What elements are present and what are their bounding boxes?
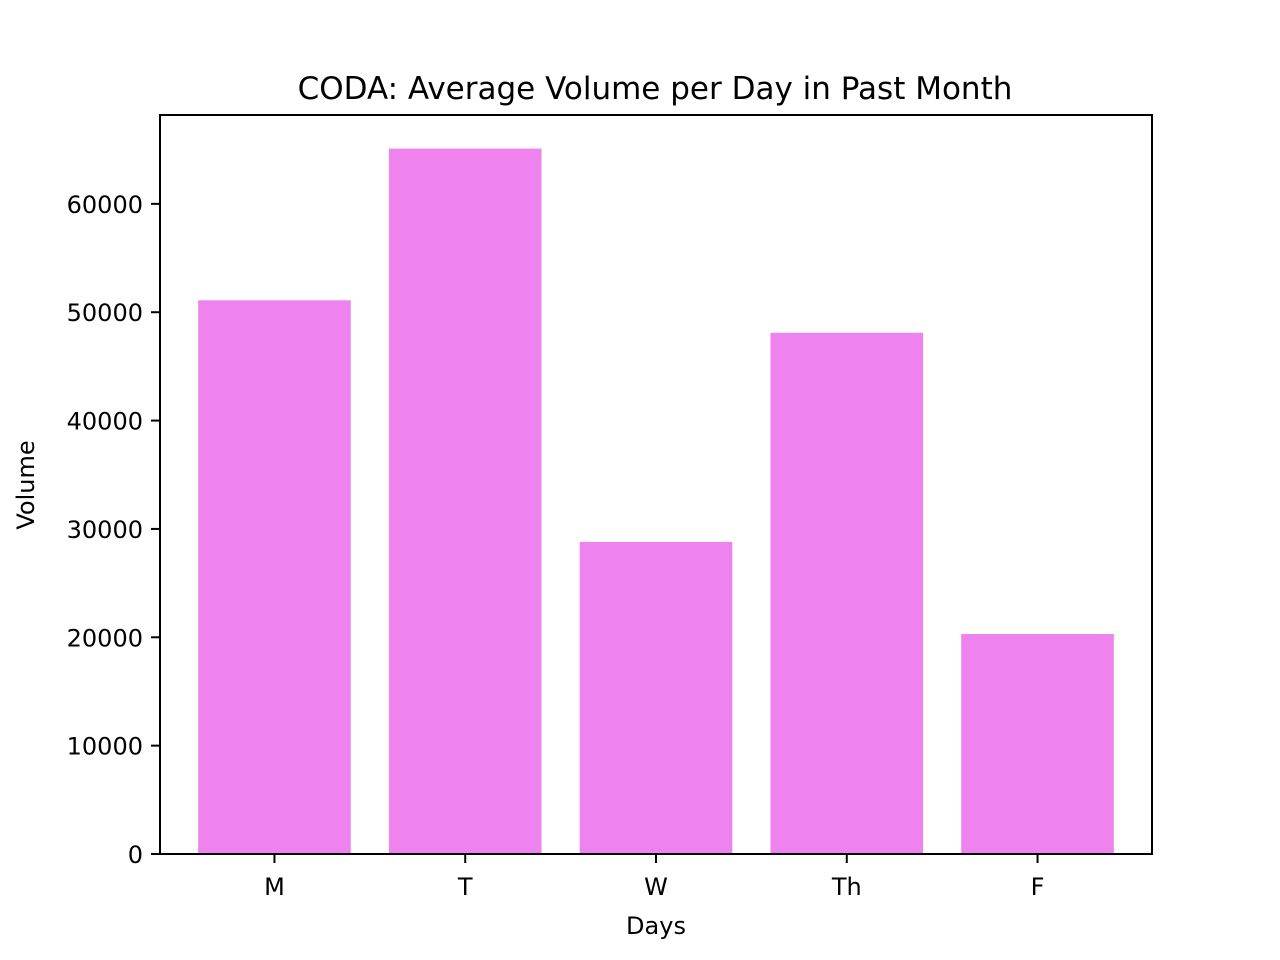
- x-tick-label: M: [264, 873, 285, 901]
- y-tick-label: 60000: [67, 191, 143, 219]
- x-axis-title: Days: [626, 912, 686, 940]
- y-tick-label: 30000: [67, 516, 143, 544]
- bar-t: [388, 148, 542, 854]
- y-axis: 0 10000 20000 30000 40000 50000 60000: [67, 191, 160, 869]
- y-tick-label: 10000: [67, 733, 143, 761]
- x-tick-label: Th: [831, 873, 862, 901]
- y-axis-title: Volume: [12, 440, 40, 529]
- x-tick-label: W: [644, 873, 668, 901]
- bars-group: [198, 148, 1114, 855]
- bar-w: [579, 541, 733, 854]
- y-tick-label: 50000: [67, 299, 143, 327]
- x-tick-label: F: [1031, 873, 1045, 901]
- y-tick-label: 0: [128, 841, 143, 869]
- x-axis: M T W Th F: [264, 854, 1044, 901]
- x-tick-label: T: [457, 873, 473, 901]
- y-tick-label: 40000: [67, 408, 143, 436]
- chart-title: CODA: Average Volume per Day in Past Mon…: [298, 71, 1013, 107]
- bar-m: [198, 300, 351, 855]
- bar-th: [770, 332, 924, 854]
- y-tick-label: 20000: [67, 624, 143, 652]
- bar-f: [961, 634, 1114, 854]
